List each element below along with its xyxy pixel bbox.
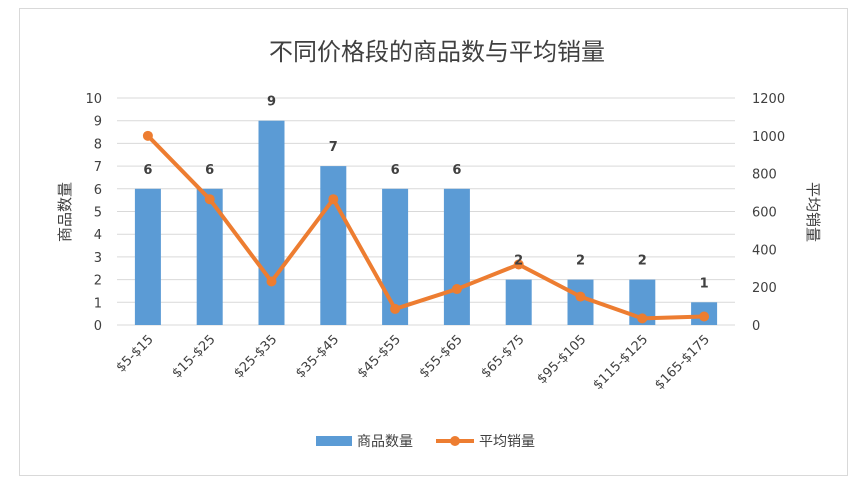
- bar-data-label: 2: [514, 254, 523, 269]
- y-axis-title: 商品数量: [56, 182, 74, 242]
- line-point: [328, 194, 339, 205]
- line-series: [142, 130, 710, 324]
- bar: [320, 166, 347, 325]
- x-tick-label: $5-$15: [114, 332, 157, 375]
- x-tick-label: $115-$125: [590, 332, 651, 393]
- y2-tick-label: 600: [752, 206, 777, 221]
- bar-series: [134, 120, 718, 325]
- bar: [382, 188, 409, 325]
- line-point: [204, 194, 215, 205]
- line-point: [575, 291, 586, 302]
- line-point: [142, 130, 153, 141]
- bar-data-label: 2: [638, 254, 647, 269]
- bar: [258, 120, 285, 325]
- y-tick-label: 10: [85, 92, 102, 107]
- bar-data-label: 6: [143, 163, 152, 178]
- bar-data-label: 9: [267, 95, 276, 110]
- legend-label: 商品数量: [357, 434, 413, 450]
- line-path: [146, 134, 705, 321]
- y2-tick-label: 1200: [752, 92, 785, 107]
- bar-data-label: 1: [700, 276, 709, 291]
- data-labels: 6 6 9 7 6 6 2 2 2 1: [143, 95, 708, 292]
- y-tick-label: 5: [94, 206, 102, 221]
- line-point: [451, 284, 462, 295]
- bar-data-label: 7: [329, 140, 338, 155]
- x-tick-label: $45-$55: [355, 332, 404, 381]
- y-tick-label: 9: [94, 115, 102, 130]
- y-tick-label: 3: [94, 251, 102, 266]
- left-axis-ticks: 0 1 2 3 4 5 6 7 8 9 10: [85, 92, 102, 334]
- y2-tick-label: 0: [752, 319, 760, 334]
- x-tick-label: $15-$25: [170, 332, 219, 381]
- y2-tick-label: 800: [752, 168, 777, 183]
- y-tick-label: 8: [94, 137, 102, 152]
- y-tick-label: 0: [94, 319, 102, 334]
- bar: [567, 279, 594, 325]
- y2-tick-label: 1000: [752, 130, 785, 145]
- bar-data-label: 6: [391, 163, 400, 178]
- x-tick-label: $25-$35: [231, 332, 280, 381]
- legend-label: 平均销量: [479, 434, 535, 450]
- x-tick-label: $35-$45: [293, 332, 342, 381]
- y-tick-label: 4: [94, 228, 102, 243]
- y2-tick-label: 400: [752, 243, 777, 258]
- y-tick-label: 7: [94, 160, 102, 175]
- y-tick-label: 2: [94, 274, 102, 289]
- x-tick-label: $95-$105: [534, 332, 589, 387]
- right-axis-ticks: 0 200 400 600 800 1000 1200: [752, 92, 785, 334]
- legend-marker: [450, 436, 460, 446]
- line-point: [513, 259, 524, 270]
- x-axis-ticks: $5-$15 $15-$25 $25-$35 $35-$45 $45-$55 $55-$6…: [114, 332, 713, 393]
- line-point: [699, 311, 710, 322]
- bar: [505, 279, 532, 325]
- chart-title: 不同价格段的商品数与平均销量: [269, 38, 605, 66]
- line-point: [390, 303, 401, 314]
- y2-axis-title: 平均销量: [804, 182, 822, 242]
- y2-tick-label: 200: [752, 281, 777, 296]
- x-tick-label: $65-$75: [479, 332, 528, 381]
- bar-data-label: 6: [452, 163, 461, 178]
- bar-data-label: 2: [576, 254, 585, 269]
- x-tick-label: $165-$175: [652, 332, 713, 393]
- legend-swatch-bar: [316, 436, 352, 446]
- bar-data-label: 6: [205, 163, 214, 178]
- legend: 商品数量 平均销量: [316, 434, 535, 450]
- line-point: [266, 276, 277, 287]
- line-point: [637, 313, 648, 324]
- bar: [443, 188, 470, 325]
- y-tick-label: 6: [94, 183, 102, 198]
- x-tick-label: $55-$65: [417, 332, 466, 381]
- bar: [134, 188, 161, 325]
- y-tick-label: 1: [94, 296, 102, 311]
